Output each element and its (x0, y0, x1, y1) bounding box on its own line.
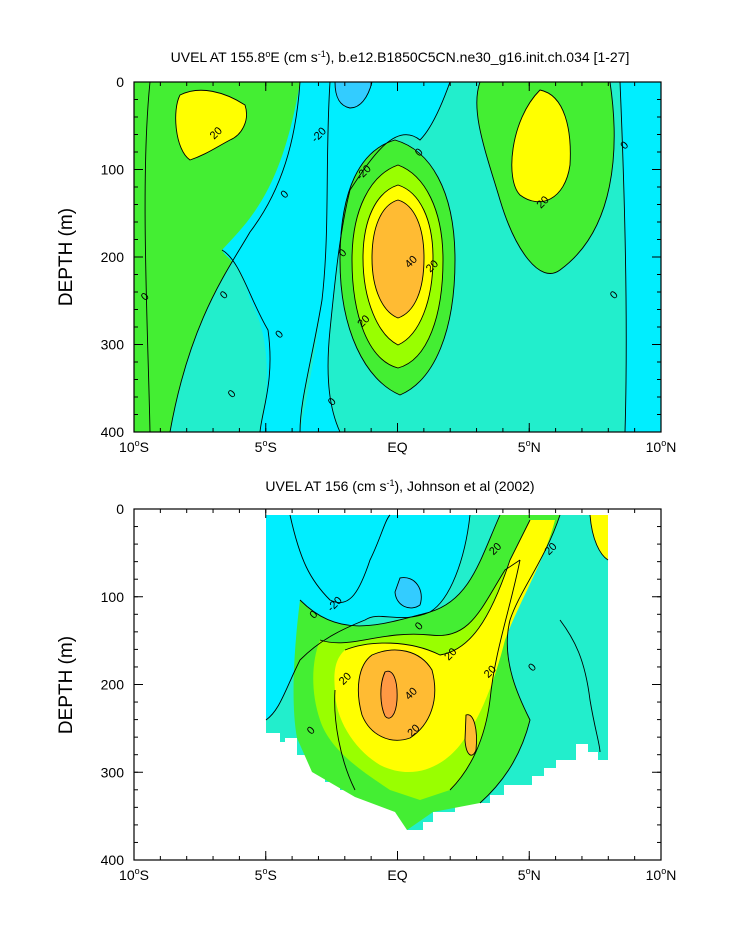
y-tick-label: 0 (116, 501, 124, 517)
fill-orange-dark-blob (380, 671, 398, 719)
x-tick-label: 5oS (255, 866, 277, 883)
contour-lines-bottom (265, 514, 609, 804)
contour-line (339, 139, 456, 396)
y-tick-label: 200 (101, 249, 125, 265)
panel-top-ylabel: DEPTH (m) (56, 208, 77, 306)
contour-line (351, 164, 444, 369)
y-tick-label: 400 (101, 852, 125, 868)
fill-cyan-left (222, 82, 330, 432)
panel-top-title: UVEL AT 155.8oE (cm s-1), b.e12.B1850C5C… (171, 49, 630, 65)
contour-line (344, 519, 531, 656)
x-tick-label: 10oN (646, 866, 677, 883)
x-tick-label: 5oN (518, 438, 541, 455)
fill-cyan-mid (300, 82, 450, 432)
fill-green-left (134, 82, 300, 432)
x-tick-label: EQ (387, 439, 407, 455)
fill-cyan-band (266, 515, 470, 720)
contour-line (144, 82, 151, 432)
fill-orange-small (465, 714, 477, 756)
contour-line (221, 249, 271, 432)
contour-line (357, 649, 436, 741)
panel-bottom-title: UVEL AT 156 (cm s-1), Johnson et al (200… (265, 478, 534, 494)
contour-line (619, 82, 627, 432)
x-tick-label: 5oN (518, 866, 541, 883)
panel-bottom-axes: 10oS 5oS EQ 5oN 10oN 0 100 200 300 400 (101, 501, 677, 883)
x-tick-label: EQ (387, 867, 407, 883)
contour-line (319, 559, 521, 644)
panel-bottom-field (265, 514, 609, 830)
y-tick-label: 0 (116, 74, 124, 90)
fill-cyan-right (620, 82, 661, 432)
fill-yellow-corner (590, 515, 608, 560)
contour-line (589, 514, 609, 561)
contour-lines-top (144, 82, 627, 432)
fill-orange-core (372, 200, 424, 318)
contour-line (380, 670, 398, 719)
panel-top-field (134, 82, 661, 432)
y-tick-label: 300 (101, 337, 125, 353)
contour-line (476, 82, 615, 274)
contour-line (559, 619, 601, 753)
fill-yellow-right (511, 90, 571, 202)
y-tick-label: 300 (101, 764, 125, 780)
panel-top: UVEL AT 155.8oE (cm s-1), b.e12.B1850C5C… (56, 49, 676, 455)
panel-bottom-ylabel: DEPTH (m) (56, 636, 77, 734)
x-tick-label: 10oS (119, 438, 149, 455)
contour-line (299, 82, 331, 432)
x-tick-label: 5oS (255, 438, 277, 455)
contour-line (394, 577, 422, 609)
panel-bottom: UVEL AT 156 (cm s-1), Johnson et al (200… (56, 478, 676, 883)
contour-line (265, 514, 471, 721)
y-tick-label: 400 (101, 424, 125, 440)
fill-cyan-dark-blob (395, 577, 422, 608)
contour-line (511, 89, 571, 203)
fill-yellow-left (175, 90, 247, 160)
contour-line (362, 184, 434, 346)
x-tick-label: 10oN (646, 438, 677, 455)
contour-line (334, 82, 373, 109)
contour-line (334, 689, 356, 791)
contour-line (169, 82, 301, 432)
contour-line (479, 514, 561, 804)
contour-line (371, 199, 425, 319)
y-tick-label: 100 (101, 589, 125, 605)
contour-line (175, 89, 247, 161)
y-tick-label: 200 (101, 677, 125, 693)
contour-line (449, 559, 521, 791)
y-tick-label: 100 (101, 162, 125, 178)
contour-line (464, 714, 477, 756)
x-tick-label: 10oS (119, 866, 149, 883)
contour-line (289, 514, 391, 603)
panel-top-axes: 10oS 5oS EQ 5oN 10oN 0 100 200 300 400 (101, 74, 677, 455)
contour-line (327, 82, 451, 432)
